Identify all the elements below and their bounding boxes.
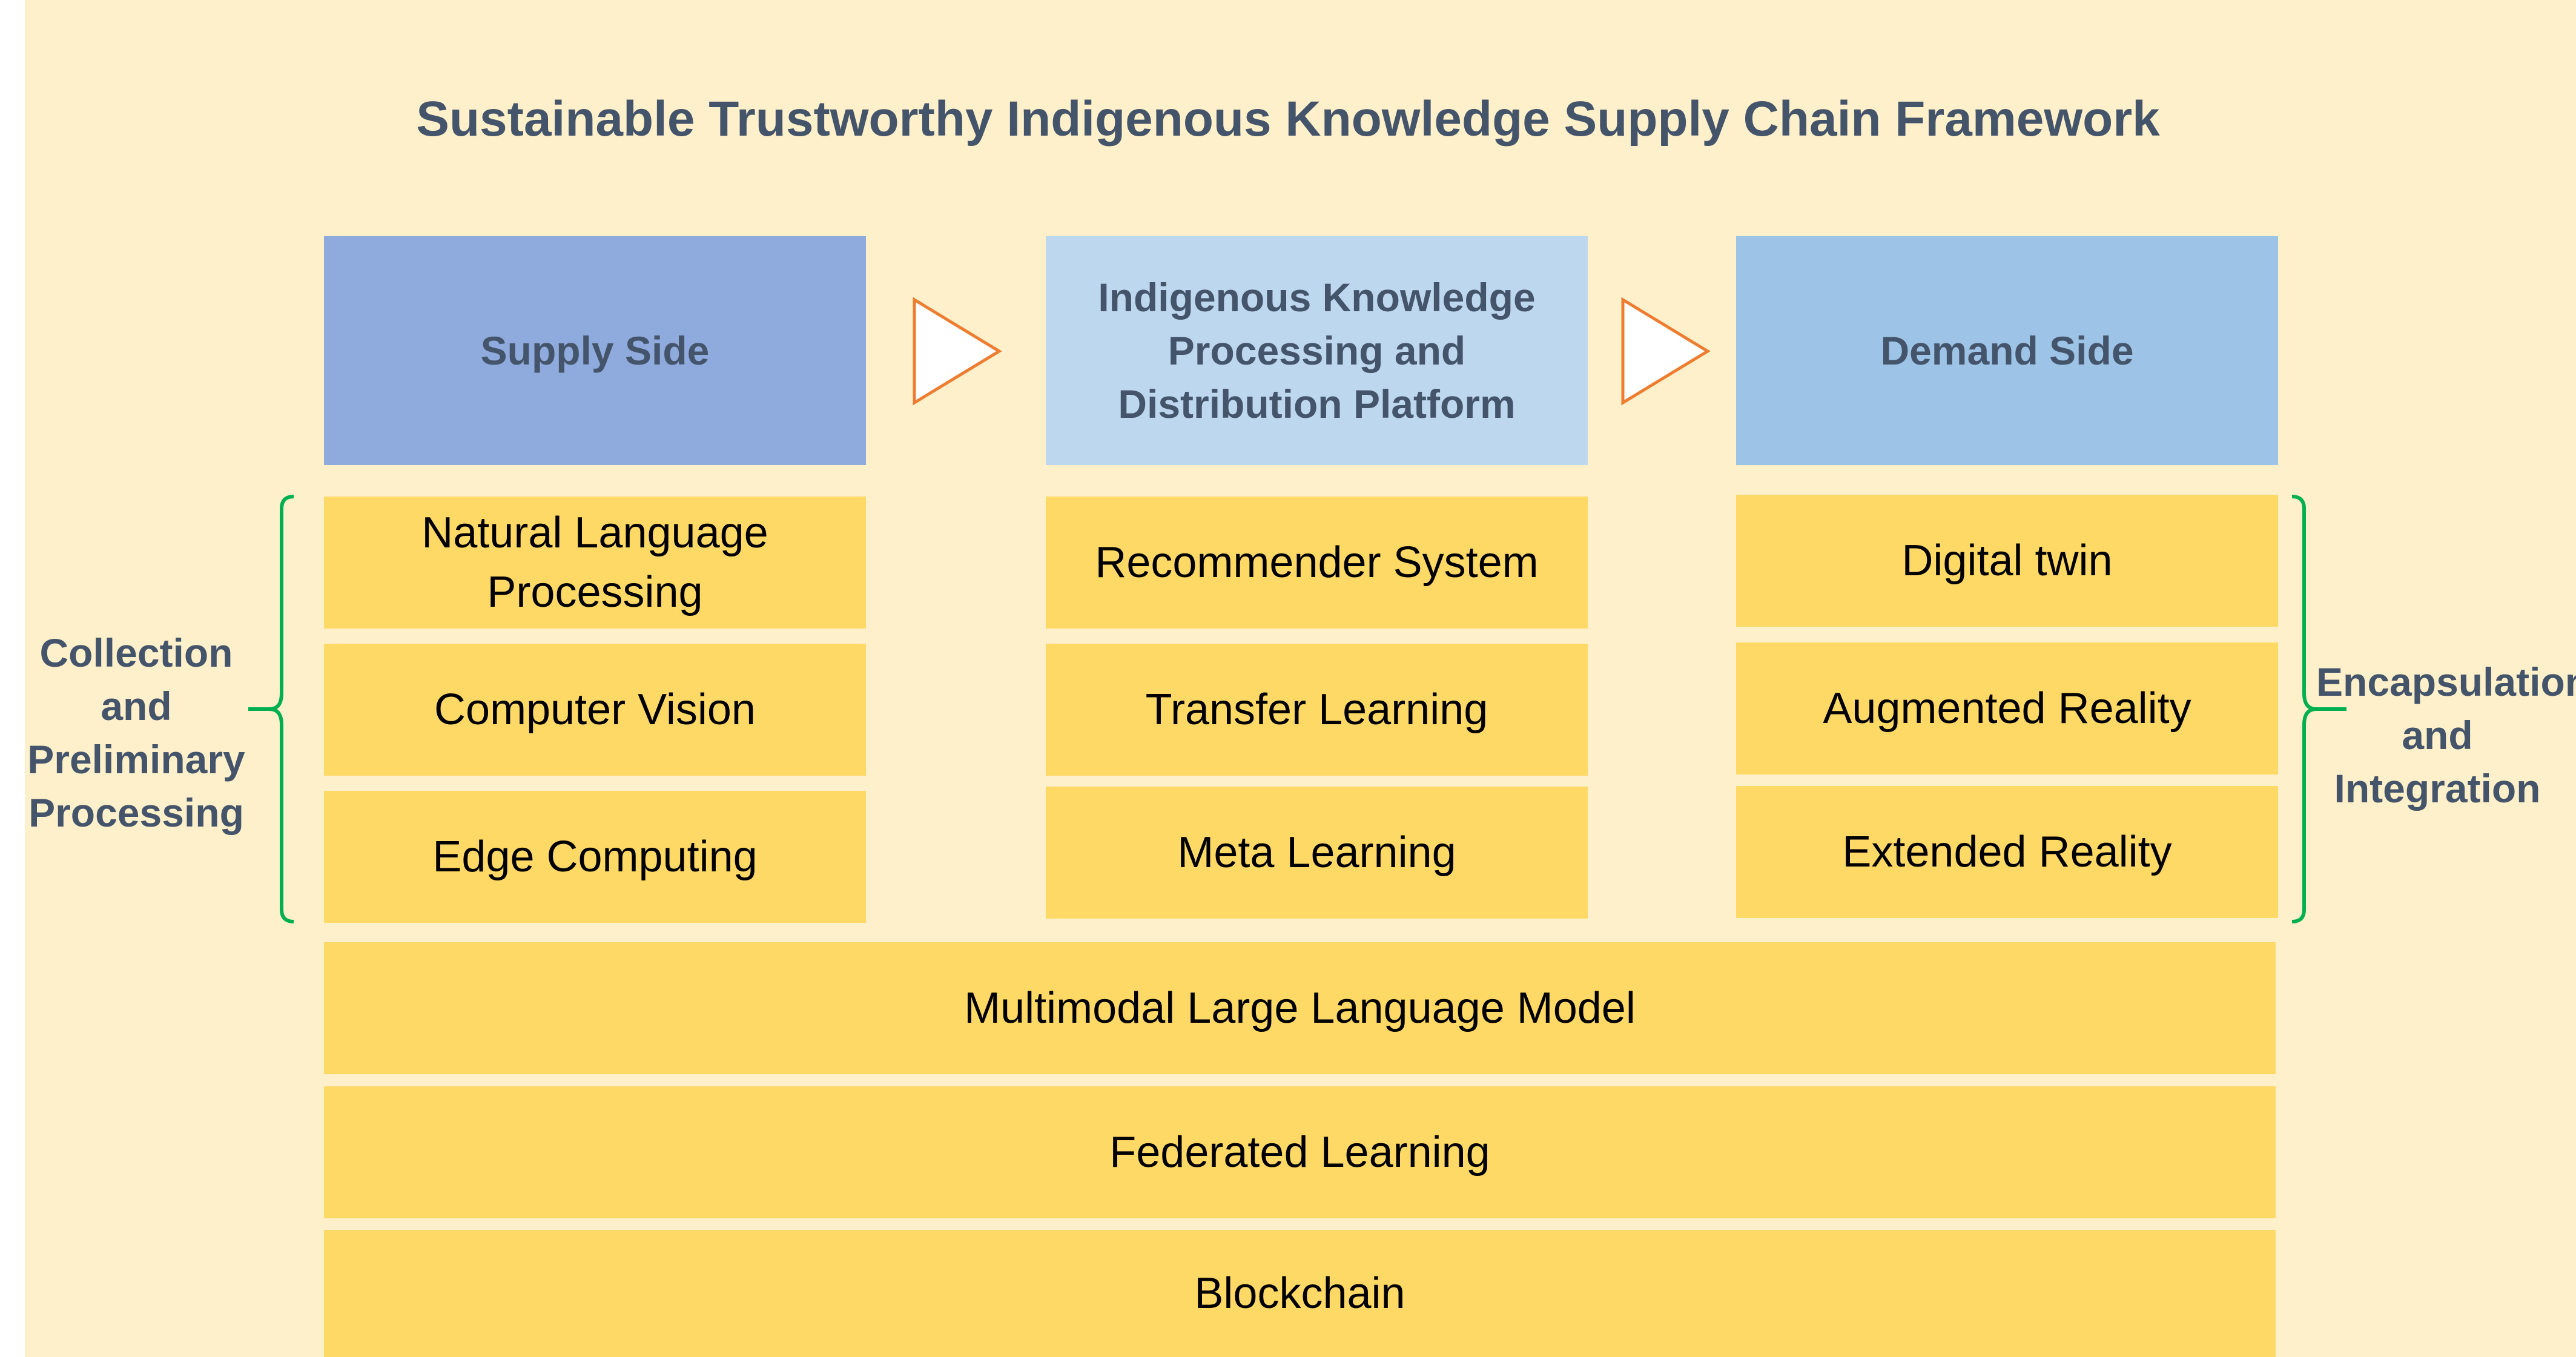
diagram-title: Sustainable Trustworthy Indigenous Knowl…	[416, 91, 2160, 147]
supply-item-edge-computing: Edge Computing	[324, 791, 866, 923]
layer-federated-learning: Federated Learning	[324, 1086, 2276, 1218]
platform-item-meta-learning: Meta Learning	[1046, 787, 1588, 919]
flow-arrow-icon	[913, 297, 1002, 406]
demand-side-header: Demand Side	[1736, 236, 2278, 465]
demand-item-extended-reality: Extended Reality	[1736, 786, 2278, 918]
demand-item-digital-twin: Digital twin	[1736, 495, 2278, 627]
curly-bracket-icon	[248, 495, 294, 923]
supply-item-computer-vision: Computer Vision	[324, 644, 866, 776]
layer-multimodal-llm: Multimodal Large Language Model	[324, 942, 2276, 1074]
platform-header: Indigenous Knowledge Processing and Dist…	[1046, 236, 1588, 465]
platform-item-transfer-learning: Transfer Learning	[1046, 644, 1588, 776]
flow-arrow-icon	[1621, 297, 1711, 406]
curly-bracket-icon	[2291, 495, 2346, 923]
platform-item-recommender: Recommender System	[1046, 497, 1588, 629]
demand-item-augmented-reality: Augmented Reality	[1736, 642, 2278, 774]
layer-blockchain: Blockchain	[324, 1230, 2276, 1357]
supply-side-header: Supply Side	[324, 236, 866, 465]
right-group-label: Encapsulation and Integration	[2316, 659, 2576, 811]
supply-item-nlp: Natural Language Processing	[324, 497, 866, 629]
left-group-label: Collection and Preliminary Processing	[27, 630, 245, 835]
